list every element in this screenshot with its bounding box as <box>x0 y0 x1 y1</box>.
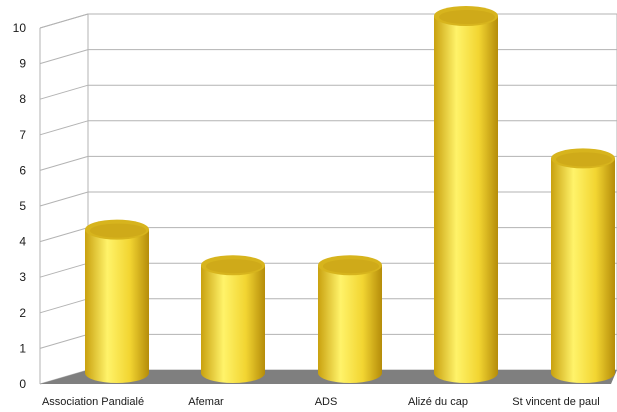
gridline-side <box>39 298 89 314</box>
bar-body <box>551 158 615 383</box>
y-tick-label: 4 <box>19 235 26 249</box>
x-tick-label: Association Pandialé <box>42 396 144 408</box>
y-tick-label: 10 <box>13 21 27 35</box>
bar <box>201 255 265 383</box>
y-tick-label: 2 <box>19 306 26 320</box>
bar-body <box>201 265 265 383</box>
bar <box>551 148 615 383</box>
bar-body <box>85 229 149 383</box>
y-tick-label: 7 <box>19 128 26 142</box>
bar <box>85 219 149 383</box>
gridline-side <box>39 227 89 243</box>
bar-body <box>318 265 382 383</box>
y-tick-label: 0 <box>19 377 26 391</box>
y-tick-label: 3 <box>19 270 26 284</box>
y-tick-label: 8 <box>19 92 26 106</box>
gridline-side <box>39 191 89 207</box>
gridline-side <box>39 84 89 100</box>
gridline-side <box>39 49 89 65</box>
bar-top-shade <box>556 152 612 167</box>
gridline-side <box>39 155 89 171</box>
x-tick-label: St vincent de paul <box>512 396 599 408</box>
bar-top-shade <box>206 259 262 274</box>
y-tick-label: 6 <box>19 163 26 177</box>
y-tick-label: 1 <box>19 341 26 355</box>
y-tick-label: 5 <box>19 199 26 213</box>
bar <box>318 255 382 383</box>
y-tick-label: 9 <box>19 57 26 71</box>
bar-top-shade <box>90 223 146 238</box>
gridline-side <box>39 120 89 136</box>
x-tick-label: ADS <box>315 396 338 408</box>
bar-top-shade <box>323 259 379 274</box>
x-tick-label: Alizé du cap <box>408 396 468 408</box>
bar <box>434 6 498 383</box>
bars <box>85 6 615 383</box>
gridline-side <box>39 333 89 349</box>
y-axis-ticks: 0 1 2 3 4 5 6 7 8 9 10 <box>13 21 27 391</box>
bar-body <box>434 16 498 383</box>
x-tick-label: Afemar <box>188 396 224 408</box>
x-axis-labels: Association Pandialé Afemar ADS Alizé du ca… <box>42 396 600 408</box>
side-wall-top <box>39 13 89 29</box>
gridline-side <box>39 262 89 278</box>
bar-top-shade <box>439 10 495 24</box>
